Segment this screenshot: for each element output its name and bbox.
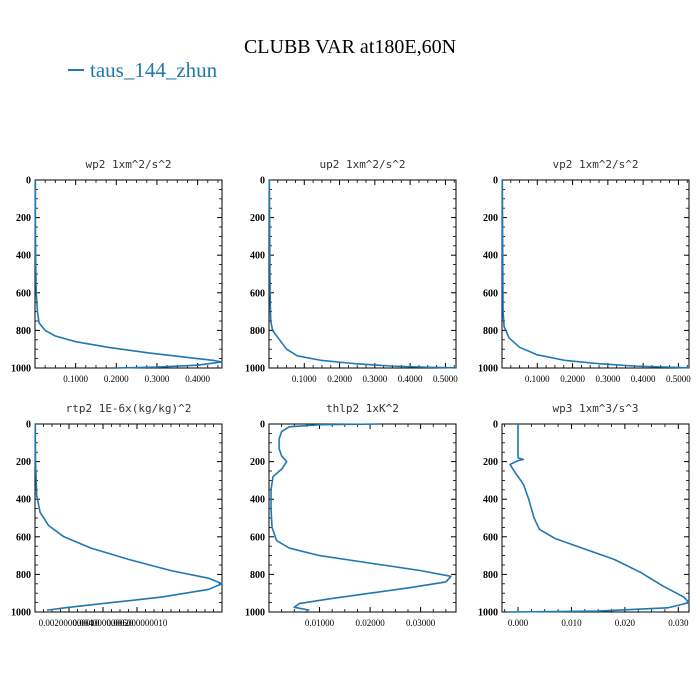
y-tick-label: 1000 [478,608,498,619]
y-tick-label: 200 [250,457,265,468]
x-tick-label: 0.010 [561,618,582,628]
y-tick-label: 800 [483,326,498,337]
x-tick-label: 0.004000000020 [73,618,134,628]
panel-title: thlp2 1xK^2 [326,402,399,415]
x-tick-label: 0.1000 [292,374,317,384]
plot-frame [34,179,223,369]
series-line [507,424,690,613]
y-tick-label: 400 [483,251,498,262]
y-tick-label: 1000 [478,364,498,375]
plot-frame [268,423,457,613]
x-tick-label: 0.5000 [666,374,691,384]
x-tick-label: 0.01000 [305,618,335,628]
y-tick-label: 1000 [245,364,265,375]
y-tick-label: 600 [250,532,265,543]
y-tick-label: 0 [493,420,498,431]
panel-title: wp3 1xm^3/s^3 [552,402,638,415]
series-line [34,180,223,369]
figure-title: CLUBB VAR at180E,60N [243,36,457,58]
legend-label: taus_144_zhun [90,58,218,82]
x-tick-label: 0.030 [668,618,689,628]
legend: taus_144_zhun [68,58,217,83]
y-tick-label: 400 [483,495,498,506]
x-tick-label: 0.000 [508,618,529,628]
x-tick-label: 0.5000 [433,374,458,384]
panel-1: wp2 1xm^2/s^2 0 200 400 600 800 1000 0.1000 0.20… [11,158,223,384]
panel-6: wp3 1xm^3/s^3 0 200 400 600 800 1000 0.000 0.010… [478,402,690,628]
y-tick-label: 400 [250,495,265,506]
plot-frame [34,423,223,613]
panel-2: up2 1xm^2/s^2 0 200 400 600 800 1000 0.1000 0.20… [245,158,458,384]
y-tick-label: 200 [483,213,498,224]
legend-line-swatch [68,69,84,72]
x-tick-label: 0.3000 [145,374,170,384]
x-tick-label: 0.03000 [406,618,436,628]
y-tick-label: 600 [483,532,498,543]
series-line [34,423,223,611]
x-tick-label: 0.1000 [525,374,550,384]
y-tick-label: 800 [16,326,31,337]
y-tick-label: 600 [483,288,498,299]
x-tick-label: 0.002000000010 [39,618,100,628]
y-tick-label: 800 [250,570,265,581]
y-tick-label: 200 [16,457,31,468]
y-tick-label: 600 [250,288,265,299]
x-tick-label: 0.1000 [63,374,88,384]
panel-title: rtp2 1E-6x(kg/kg)^2 [66,402,192,415]
panel-title: up2 1xm^2/s^2 [319,158,405,171]
y-tick-label: 600 [16,532,31,543]
x-tick-label: 0.006000000010 [107,618,168,628]
y-tick-label: 800 [16,570,31,581]
plot-frame [501,179,690,369]
y-tick-label: 1000 [11,608,31,619]
panel-3: vp2 1xm^2/s^2 0 200 400 600 800 1000 0.1000 0.20… [478,158,691,384]
y-tick-label: 800 [250,326,265,337]
x-tick-label: 0.020 [615,618,636,628]
panel-4: rtp2 1E-6x(kg/kg)^2 0 200 400 600 800 1000 0.00… [11,402,223,628]
y-tick-label: 0 [26,176,31,187]
plot-frame [501,423,690,613]
y-tick-label: 0 [260,420,265,431]
x-tick-label: 0.3000 [362,374,387,384]
panel-5: thlp2 1xK^2 0 200 400 600 800 1000 0.01000 0.020… [245,402,457,628]
x-tick-label: 0.4000 [185,374,210,384]
x-tick-label: 0.4000 [631,374,656,384]
x-tick-label: 0.2000 [104,374,129,384]
series-line [501,179,690,369]
y-tick-label: 0 [493,176,498,187]
y-tick-label: 600 [16,288,31,299]
panel-title: wp2 1xm^2/s^2 [85,158,171,171]
y-tick-label: 200 [483,457,498,468]
plot-frame [268,179,457,369]
series-line [270,423,452,611]
y-tick-label: 400 [16,495,31,506]
y-tick-label: 400 [250,251,265,262]
y-tick-label: 200 [16,213,31,224]
panel-title: vp2 1xm^2/s^2 [552,158,638,171]
x-tick-label: 0.02000 [355,618,385,628]
y-tick-label: 200 [250,213,265,224]
x-tick-label: 0.2000 [560,374,585,384]
y-tick-label: 1000 [245,608,265,619]
y-tick-label: 0 [260,176,265,187]
series-line [268,179,457,369]
x-tick-label: 0.2000 [327,374,352,384]
x-tick-label: 0.4000 [398,374,423,384]
y-tick-label: 1000 [11,364,31,375]
y-tick-label: 0 [26,420,31,431]
y-tick-label: 800 [483,570,498,581]
y-tick-label: 400 [16,251,31,262]
x-tick-label: 0.3000 [595,374,620,384]
